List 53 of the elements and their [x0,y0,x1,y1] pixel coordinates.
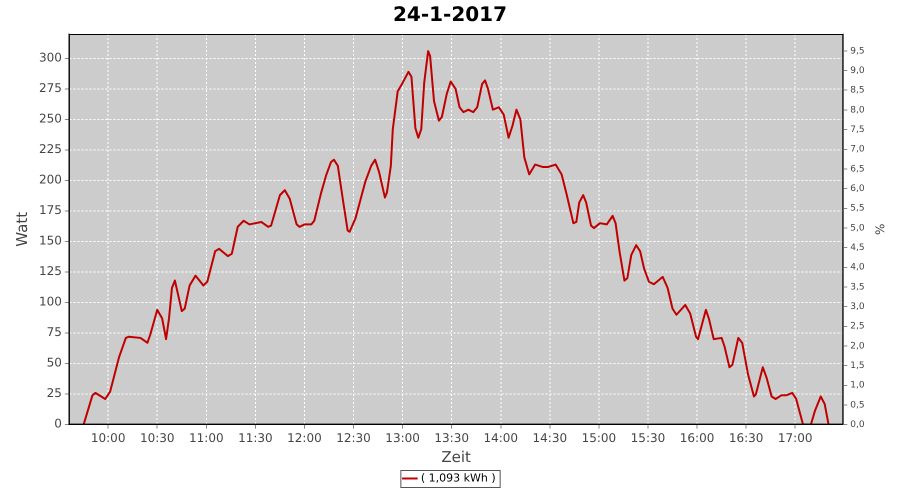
y2-tick-label: 2,0 [850,341,865,352]
y2-axis-title: % [872,224,887,236]
y-tick-label: 0 [54,416,62,431]
y-tick-label: 25 [46,386,62,400]
y2-tick-label: 8,5 [850,86,865,96]
y-tick-label: 50 [46,356,62,370]
y2-tick-label: 1,5 [850,360,865,371]
x-tick-label: 11:30 [238,430,273,445]
x-tick-label: 13:30 [434,430,469,445]
x-tick-label: 14:00 [483,430,518,445]
y-tick-label: 75 [46,325,62,340]
y-tick-label: 275 [39,81,62,96]
y-tick-label: 150 [39,234,62,248]
y2-tick-label: 0,0 [850,420,865,430]
y2-tick-label: 8,0 [850,105,865,116]
x-tick-label: 14:30 [532,430,568,445]
y-axis-title: Watt [12,212,31,247]
x-tick-label: 15:00 [582,430,616,445]
y2-tick-label: 2,5 [850,322,865,332]
y-tick-label: 250 [39,112,62,126]
y2-tick-label: 7,0 [850,144,865,155]
y-tick-label: 225 [39,142,62,156]
y2-tick-label: 9,0 [850,66,865,76]
x-tick-label: 16:30 [728,430,764,445]
y-tick-label: 100 [39,294,62,309]
y2-tick-label: 6,0 [850,184,865,194]
x-tick-label: 17:00 [778,430,812,445]
y2-tick-label: 7,5 [850,124,865,135]
y2-tick-label: 5,5 [850,204,865,214]
y2-tick-label: 1,0 [850,380,865,391]
y2-tick-label: 9,5 [850,46,865,56]
y-tick-label: 200 [39,172,62,187]
y2-tick-label: 6,5 [850,164,865,174]
legend-label: ( 1,093 kWh ) [420,471,496,484]
y2-tick-label: 3,0 [850,302,865,312]
x-tick-label: 12:30 [336,430,371,445]
y-tick-label: 175 [39,203,62,218]
x-tick-label: 10:00 [90,430,126,445]
y2-tick-label: 4,0 [850,262,865,273]
x-tick-label: 12:00 [287,430,322,445]
x-tick-label: 10:30 [140,430,175,445]
x-tick-label: 15:30 [630,430,666,445]
y-tick-label: 300 [39,50,62,65]
y-tick-label: 125 [39,264,62,278]
x-tick-label: 11:00 [189,430,224,445]
y2-tick-label: 4,5 [850,242,865,253]
y2-tick-label: 5,0 [850,223,865,234]
y2-tick-label: 0,5 [850,400,865,410]
x-tick-label: 13:00 [385,430,420,445]
x-axis-title: Zeit [441,448,471,466]
x-tick-label: 16:00 [680,430,714,445]
chart-title: 24-1-2017 [392,2,508,26]
y2-tick-label: 3,5 [850,282,865,292]
